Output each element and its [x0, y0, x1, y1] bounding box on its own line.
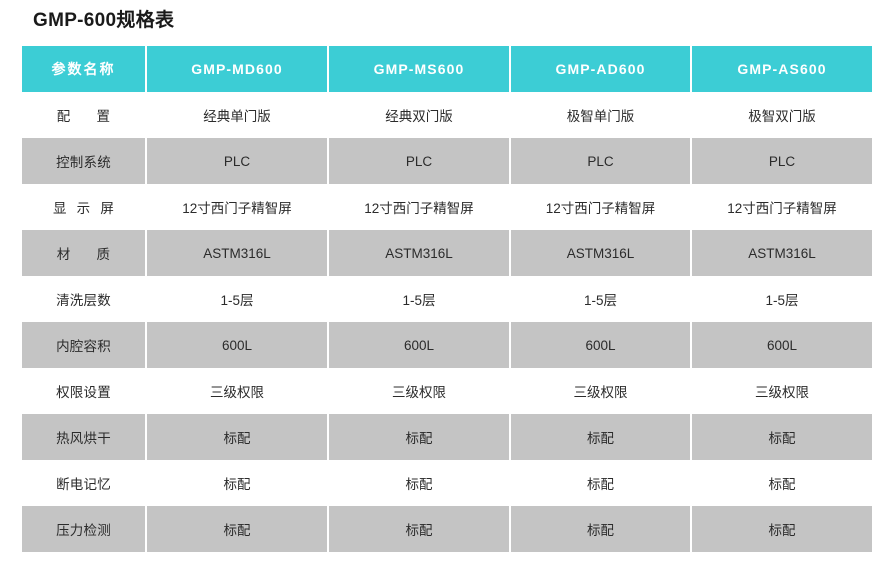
cell-value: PLC — [328, 138, 511, 184]
table-row: 断电记忆 标配 标配 标配 标配 — [22, 460, 872, 506]
row-label: 断电记忆 — [22, 460, 147, 506]
cell-value: 标配 — [328, 460, 511, 506]
cell-value-dimensions-classic: W1400*D945*H2035mm — [146, 552, 511, 569]
row-label: 热风烘干 — [22, 414, 147, 460]
cell-value: 12寸西门子精智屏 — [510, 184, 692, 230]
cell-value: 经典双门版 — [328, 92, 511, 138]
cell-value: 12寸西门子精智屏 — [328, 184, 511, 230]
cell-value: PLC — [146, 138, 329, 184]
cell-value: 1-5层 — [691, 276, 872, 322]
table-header: 参数名称 GMP-MD600 GMP-MS600 GMP-AD600 GMP-A… — [22, 46, 872, 92]
row-label: 内腔容积 — [22, 322, 147, 368]
table-body: 配置 经典单门版 经典双门版 极智单门版 极智双门版 控制系统 PLC PLC … — [22, 92, 872, 569]
row-label: 控制系统 — [22, 138, 147, 184]
table-row: 权限设置 三级权限 三级权限 三级权限 三级权限 — [22, 368, 872, 414]
cell-value: 600L — [146, 322, 329, 368]
cell-value: 三级权限 — [146, 368, 329, 414]
cell-value: 12寸西门子精智屏 — [146, 184, 329, 230]
table-row: 材质 ASTM316L ASTM316L ASTM316L ASTM316L — [22, 230, 872, 276]
cell-value: 标配 — [691, 460, 872, 506]
table-row: 压力检测 标配 标配 标配 标配 — [22, 506, 872, 552]
cell-value: 极智双门版 — [691, 92, 872, 138]
row-label: 清洗层数 — [22, 276, 147, 322]
cell-value: 三级权限 — [691, 368, 872, 414]
cell-value: 标配 — [510, 414, 692, 460]
cell-value: 标配 — [691, 414, 872, 460]
spec-table-container: 参数名称 GMP-MD600 GMP-MS600 GMP-AD600 GMP-A… — [22, 46, 872, 569]
cell-value: 标配 — [328, 506, 511, 552]
column-header-ms600: GMP-MS600 — [328, 46, 511, 92]
cell-value: ASTM316L — [510, 230, 692, 276]
cell-value: 1-5层 — [146, 276, 329, 322]
cell-value-dimensions-smart: W1600*D983*H2380mm — [510, 552, 872, 569]
cell-value: 600L — [691, 322, 872, 368]
table-row: 清洗层数 1-5层 1-5层 1-5层 1-5层 — [22, 276, 872, 322]
row-label: 外形尺寸 — [22, 552, 147, 569]
cell-value: 标配 — [328, 414, 511, 460]
row-label: 显示屏 — [22, 184, 147, 230]
cell-value: ASTM316L — [328, 230, 511, 276]
cell-value: 标配 — [691, 506, 872, 552]
spec-table: 参数名称 GMP-MD600 GMP-MS600 GMP-AD600 GMP-A… — [22, 46, 872, 569]
cell-value: 三级权限 — [510, 368, 692, 414]
cell-value: 12寸西门子精智屏 — [691, 184, 872, 230]
cell-value: 标配 — [146, 460, 329, 506]
row-label: 压力检测 — [22, 506, 147, 552]
cell-value: 三级权限 — [328, 368, 511, 414]
row-label: 材质 — [22, 230, 147, 276]
table-row: 内腔容积 600L 600L 600L 600L — [22, 322, 872, 368]
table-row-dimensions: 外形尺寸 W1400*D945*H2035mm W1600*D983*H2380… — [22, 552, 872, 569]
cell-value: 标配 — [146, 414, 329, 460]
cell-value: 600L — [328, 322, 511, 368]
cell-value: 标配 — [510, 460, 692, 506]
table-row: 控制系统 PLC PLC PLC PLC — [22, 138, 872, 184]
table-row: 热风烘干 标配 标配 标配 标配 — [22, 414, 872, 460]
table-row: 显示屏 12寸西门子精智屏 12寸西门子精智屏 12寸西门子精智屏 12寸西门子… — [22, 184, 872, 230]
cell-value: 1-5层 — [328, 276, 511, 322]
page-title: GMP-600规格表 — [33, 10, 175, 31]
column-header-md600: GMP-MD600 — [146, 46, 329, 92]
cell-value: 标配 — [510, 506, 692, 552]
cell-value: 经典单门版 — [146, 92, 329, 138]
cell-value: PLC — [510, 138, 692, 184]
cell-value: 标配 — [146, 506, 329, 552]
column-header-as600: GMP-AS600 — [691, 46, 872, 92]
cell-value: 600L — [510, 322, 692, 368]
column-header-param: 参数名称 — [22, 46, 147, 92]
header-row: 参数名称 GMP-MD600 GMP-MS600 GMP-AD600 GMP-A… — [22, 46, 872, 92]
cell-value: 极智单门版 — [510, 92, 692, 138]
cell-value: ASTM316L — [146, 230, 329, 276]
cell-value: ASTM316L — [691, 230, 872, 276]
row-label: 配置 — [22, 92, 147, 138]
column-header-ad600: GMP-AD600 — [510, 46, 692, 92]
row-label: 权限设置 — [22, 368, 147, 414]
cell-value: PLC — [691, 138, 872, 184]
cell-value: 1-5层 — [510, 276, 692, 322]
table-row: 配置 经典单门版 经典双门版 极智单门版 极智双门版 — [22, 92, 872, 138]
